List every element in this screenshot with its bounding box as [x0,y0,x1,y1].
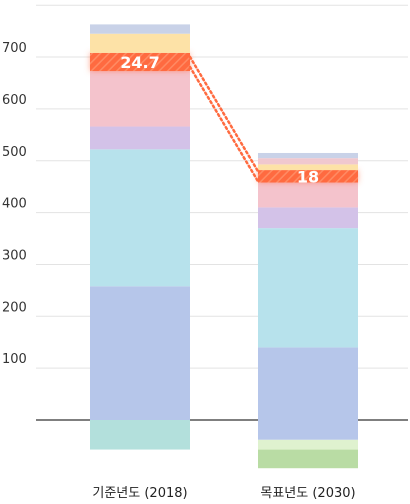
y-tick-label: 300 [2,248,27,263]
y-tick-label: 600 [2,93,27,108]
bar-segment [258,439,358,450]
y-tick-label: 800 [2,0,27,4]
bars [90,24,358,469]
bar-segment [90,286,190,420]
labels: 100 200 300 400 500 600 700 800 24.7 18 기준년도 (2018… [2,0,356,501]
bar-segment [258,164,358,171]
x-category-label: 기준년도 (2018) [92,486,187,501]
connector-lines [188,55,260,183]
y-tick-label: 200 [2,300,27,315]
y-tick-label: 400 [2,197,27,212]
bar-segment [90,420,190,450]
bar-segment [90,33,190,53]
connector-line-upper [188,55,260,173]
bar-segment [258,182,358,208]
bar-segment [258,347,358,420]
bar-segment [258,152,358,159]
bar-segment [90,126,190,150]
highlight-value-label: 18 [297,167,319,186]
y-tick-label: 100 [2,352,27,367]
bar-segment [258,228,358,348]
bar-segment [90,71,190,127]
bar-segment [258,449,358,469]
y-tick-label: 500 [2,145,27,160]
bar-segment [90,24,190,34]
highlight-segment [258,170,358,183]
bar-segment [258,158,358,165]
bar-segment [258,420,358,440]
highlight-segment [90,52,190,72]
bar-segment [258,207,358,229]
connector-line-lower [188,65,260,183]
highlight-value-label: 24.7 [120,53,159,72]
bar-segment [90,149,190,287]
x-category-label: 목표년도 (2030) [260,486,355,501]
y-tick-label: 700 [2,41,27,56]
